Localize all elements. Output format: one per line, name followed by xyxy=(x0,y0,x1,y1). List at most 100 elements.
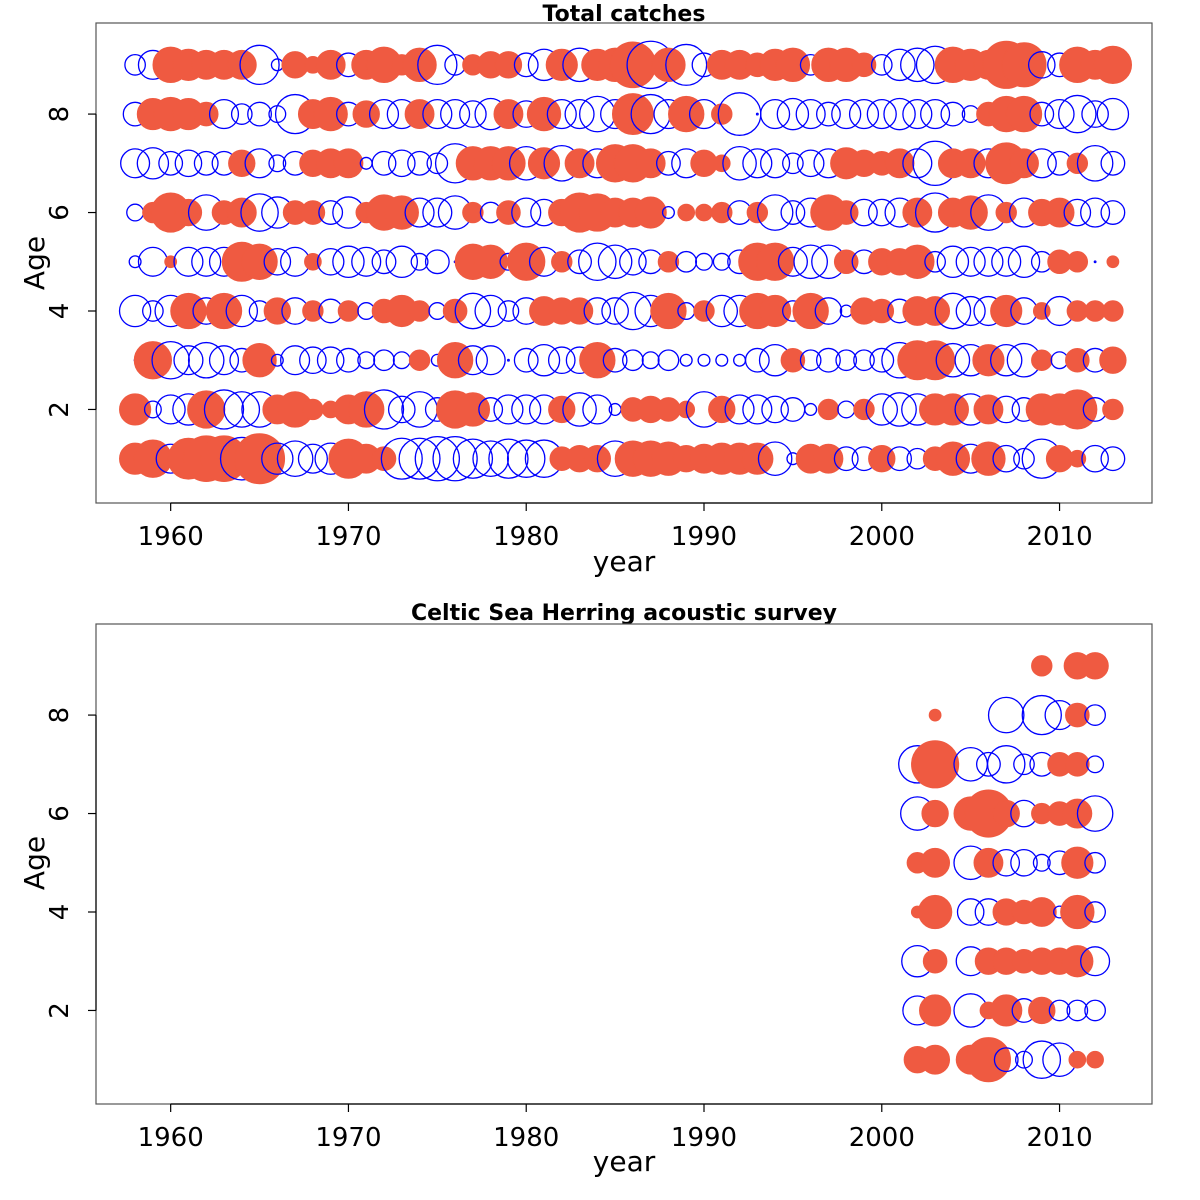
positive-residual-bubble xyxy=(776,97,810,131)
positive-residual-bubble xyxy=(318,200,344,225)
negative-residual-bubble xyxy=(352,100,380,128)
negative-residual-bubble xyxy=(1031,349,1053,371)
positive-residual-bubble xyxy=(261,442,294,475)
positive-residual-bubble xyxy=(675,250,698,273)
positive-residual-bubble xyxy=(679,353,693,367)
positive-residual-bubble xyxy=(203,389,245,430)
negative-residual-bubble xyxy=(657,251,680,273)
negative-residual-bubble xyxy=(712,154,731,173)
positive-residual-bubble xyxy=(780,397,806,422)
positive-residual-bubble xyxy=(1084,851,1106,874)
panel-total-catches: Total catches 1960 1970 1980 1990 2000 2010 2… xyxy=(18,2,1153,578)
negative-residual-bubble xyxy=(928,708,942,722)
negative-residual-bubble xyxy=(780,347,806,373)
negative-residual-bubble xyxy=(695,203,713,222)
negative-residual-bubble xyxy=(315,49,346,80)
positive-residual-bubble xyxy=(472,440,510,478)
positive-residual-bubble xyxy=(174,149,203,178)
negative-residual-bubble xyxy=(313,96,348,132)
x-tick-label: 1960 xyxy=(138,522,204,552)
negative-residual-bubble xyxy=(1081,652,1109,680)
negative-residual-bubble xyxy=(302,300,324,322)
y-tick-label: 6 xyxy=(45,805,75,822)
x-tick-label: 1990 xyxy=(671,1123,737,1153)
negative-residual-bubble xyxy=(1061,846,1094,879)
negative-residual-bubble xyxy=(1065,347,1090,373)
positive-residual-bubble xyxy=(869,347,895,373)
negative-residual-bubble xyxy=(935,441,971,476)
x-tick-label: 1980 xyxy=(493,1123,559,1153)
positive-residual-bubble xyxy=(1081,444,1109,473)
positive-residual-bubble xyxy=(459,100,487,128)
positive-residual-bubble xyxy=(173,246,204,277)
positive-residual-bubble xyxy=(705,294,739,328)
positive-residual-bubble xyxy=(1084,901,1106,923)
positive-residual-bubble xyxy=(564,99,595,130)
negative-residual-bubble xyxy=(833,249,859,275)
negative-residual-bubble xyxy=(1093,45,1133,84)
positive-residual-bubble xyxy=(351,246,382,277)
negative-residual-bubble xyxy=(548,395,576,424)
positive-residual-bubble xyxy=(193,150,219,176)
negative-residual-bubble xyxy=(1005,95,1043,133)
positive-residual-bubble xyxy=(780,200,806,225)
positive-residual-bubble xyxy=(187,341,225,379)
negative-residual-bubble xyxy=(242,343,277,378)
x-tick-label: 1960 xyxy=(138,1123,204,1153)
x-tick-label: 2010 xyxy=(1026,522,1092,552)
positive-residual-bubble xyxy=(316,346,345,375)
positive-residual-bubble xyxy=(404,197,435,228)
negative-residual-bubble xyxy=(1065,752,1090,777)
positive-residual-bubble xyxy=(848,99,880,130)
positive-residual-bubble xyxy=(578,242,617,282)
positive-residual-bubble xyxy=(641,351,660,370)
positive-residual-bubble xyxy=(208,99,240,130)
panel-1-x-axis-label: year xyxy=(593,545,656,578)
positive-residual-bubble xyxy=(991,246,1022,277)
negative-residual-bubble xyxy=(228,149,256,177)
positive-residual-bubble xyxy=(268,154,287,173)
negative-residual-bubble xyxy=(851,52,877,78)
positive-residual-bubble xyxy=(992,395,1021,424)
negative-residual-bubble xyxy=(759,294,792,328)
negative-residual-bubble xyxy=(1102,398,1124,421)
positive-residual-bubble xyxy=(936,245,970,279)
positive-residual-bubble xyxy=(777,246,808,277)
positive-residual-bubble xyxy=(940,101,966,127)
positive-residual-bubble xyxy=(297,443,328,474)
positive-residual-bubble xyxy=(853,349,875,372)
positive-residual-bubble xyxy=(1066,999,1089,1022)
positive-residual-bubble xyxy=(816,347,841,373)
positive-residual-bubble xyxy=(562,392,597,427)
positive-residual-bubble xyxy=(1093,260,1097,264)
negative-residual-bubble xyxy=(491,146,526,181)
positive-residual-bubble xyxy=(795,99,826,130)
negative-residual-bubble xyxy=(1060,894,1095,930)
positive-residual-bubble xyxy=(804,402,818,416)
positive-residual-bubble xyxy=(276,440,314,478)
positive-residual-bubble xyxy=(120,148,151,179)
positive-residual-bubble xyxy=(1100,446,1126,472)
positive-residual-bubble xyxy=(137,246,168,277)
positive-residual-bubble xyxy=(1010,848,1038,877)
positive-residual-bubble xyxy=(760,99,791,130)
positive-residual-bubble xyxy=(722,145,757,181)
positive-residual-bubble xyxy=(247,101,273,127)
positive-residual-bubble xyxy=(796,149,825,178)
negative-residual-bubble xyxy=(1102,300,1124,322)
negative-residual-bubble xyxy=(119,393,152,426)
positive-residual-bubble xyxy=(831,99,862,130)
negative-residual-bubble xyxy=(205,292,243,330)
positive-residual-bubble xyxy=(371,249,397,275)
negative-residual-bubble xyxy=(853,398,875,421)
panel-2-y-axis: 2 4 6 8 xyxy=(45,707,97,1019)
positive-residual-bubble xyxy=(1100,200,1126,225)
positive-residual-bubble xyxy=(1084,999,1106,1022)
negative-residual-bubble xyxy=(1026,897,1057,927)
positive-residual-bubble xyxy=(128,255,142,269)
positive-residual-bubble xyxy=(920,99,951,130)
negative-residual-bubble xyxy=(656,397,681,422)
x-tick-label: 1970 xyxy=(315,1123,381,1153)
positive-residual-bubble xyxy=(513,347,539,373)
positive-residual-bubble xyxy=(935,342,971,378)
